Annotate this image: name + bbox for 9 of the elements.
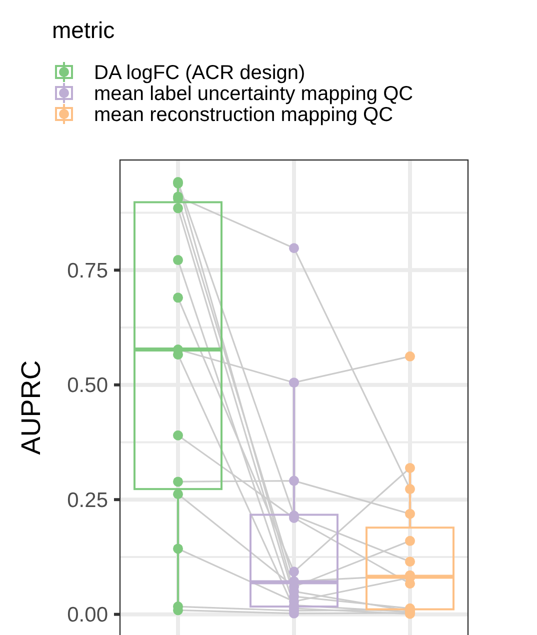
y-axis-title: AUPRC [16,360,46,455]
legend-label: mean label uncertainty mapping QC [94,83,414,105]
legend-title: metric [52,17,115,43]
y-tick-label: 0.50 [67,374,108,398]
y-tick-label: 0.75 [67,259,108,282]
y-tick-label: 0.00 [67,604,108,627]
y-tick-label: 0.25 [67,488,108,512]
legend-label: DA logFC (ACR design) [94,62,306,84]
legend-label: mean reconstruction mapping QC [94,104,394,126]
